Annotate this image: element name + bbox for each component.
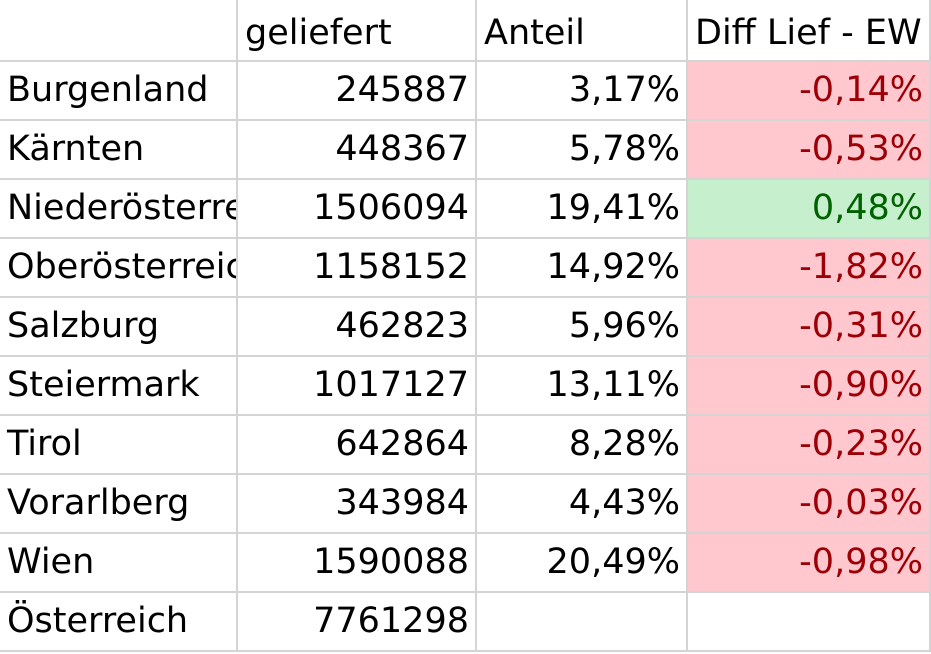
cell-anteil[interactable]: 3,17% [477, 62, 688, 121]
cell-geliefert[interactable]: 1590088 [238, 534, 477, 593]
cell-geliefert[interactable]: 245887 [238, 62, 477, 121]
header-cell-diff[interactable]: Diff Lief - EW [688, 0, 931, 62]
cell-diff-negative[interactable]: -1,82% [688, 239, 931, 298]
cell-anteil[interactable]: 14,92% [477, 239, 688, 298]
cell-anteil[interactable]: 5,96% [477, 298, 688, 357]
cell-anteil-total[interactable] [477, 593, 688, 652]
cell-region[interactable]: Niederösterreich [0, 180, 238, 239]
cell-geliefert[interactable]: 1506094 [238, 180, 477, 239]
header-cell-geliefert[interactable]: geliefert [238, 0, 477, 62]
cell-region[interactable]: Burgenland [0, 62, 238, 121]
header-cell-region[interactable] [0, 0, 238, 62]
cell-geliefert[interactable]: 1017127 [238, 357, 477, 416]
cell-anteil[interactable]: 5,78% [477, 121, 688, 180]
cell-geliefert[interactable]: 1158152 [238, 239, 477, 298]
cell-region[interactable]: Tirol [0, 416, 238, 475]
cell-region[interactable]: Steiermark [0, 357, 238, 416]
cell-diff-negative[interactable]: -0,90% [688, 357, 931, 416]
cell-diff-negative[interactable]: -0,03% [688, 475, 931, 534]
cell-region[interactable]: Wien [0, 534, 238, 593]
cell-diff-negative[interactable]: -0,53% [688, 121, 931, 180]
cell-geliefert-total[interactable]: 7761298 [238, 593, 477, 652]
cell-diff-negative[interactable]: -0,14% [688, 62, 931, 121]
cell-anteil[interactable]: 20,49% [477, 534, 688, 593]
cell-region[interactable]: Oberösterreich [0, 239, 238, 298]
cell-region[interactable]: Salzburg [0, 298, 238, 357]
cell-anteil[interactable]: 4,43% [477, 475, 688, 534]
cell-diff-negative[interactable]: -0,31% [688, 298, 931, 357]
cell-geliefert[interactable]: 642864 [238, 416, 477, 475]
cell-anteil[interactable]: 13,11% [477, 357, 688, 416]
header-cell-anteil[interactable]: Anteil [477, 0, 688, 62]
cell-anteil[interactable]: 8,28% [477, 416, 688, 475]
cell-geliefert[interactable]: 343984 [238, 475, 477, 534]
cell-diff-negative[interactable]: -0,98% [688, 534, 931, 593]
cell-diff-negative[interactable]: -0,23% [688, 416, 931, 475]
cell-region[interactable]: Vorarlberg [0, 475, 238, 534]
cell-geliefert[interactable]: 448367 [238, 121, 477, 180]
cell-geliefert[interactable]: 462823 [238, 298, 477, 357]
cell-diff-total[interactable] [688, 593, 931, 652]
cell-region-total[interactable]: Österreich [0, 593, 238, 652]
cell-region[interactable]: Kärnten [0, 121, 238, 180]
cell-diff-positive[interactable]: 0,48% [688, 180, 931, 239]
cell-anteil[interactable]: 19,41% [477, 180, 688, 239]
